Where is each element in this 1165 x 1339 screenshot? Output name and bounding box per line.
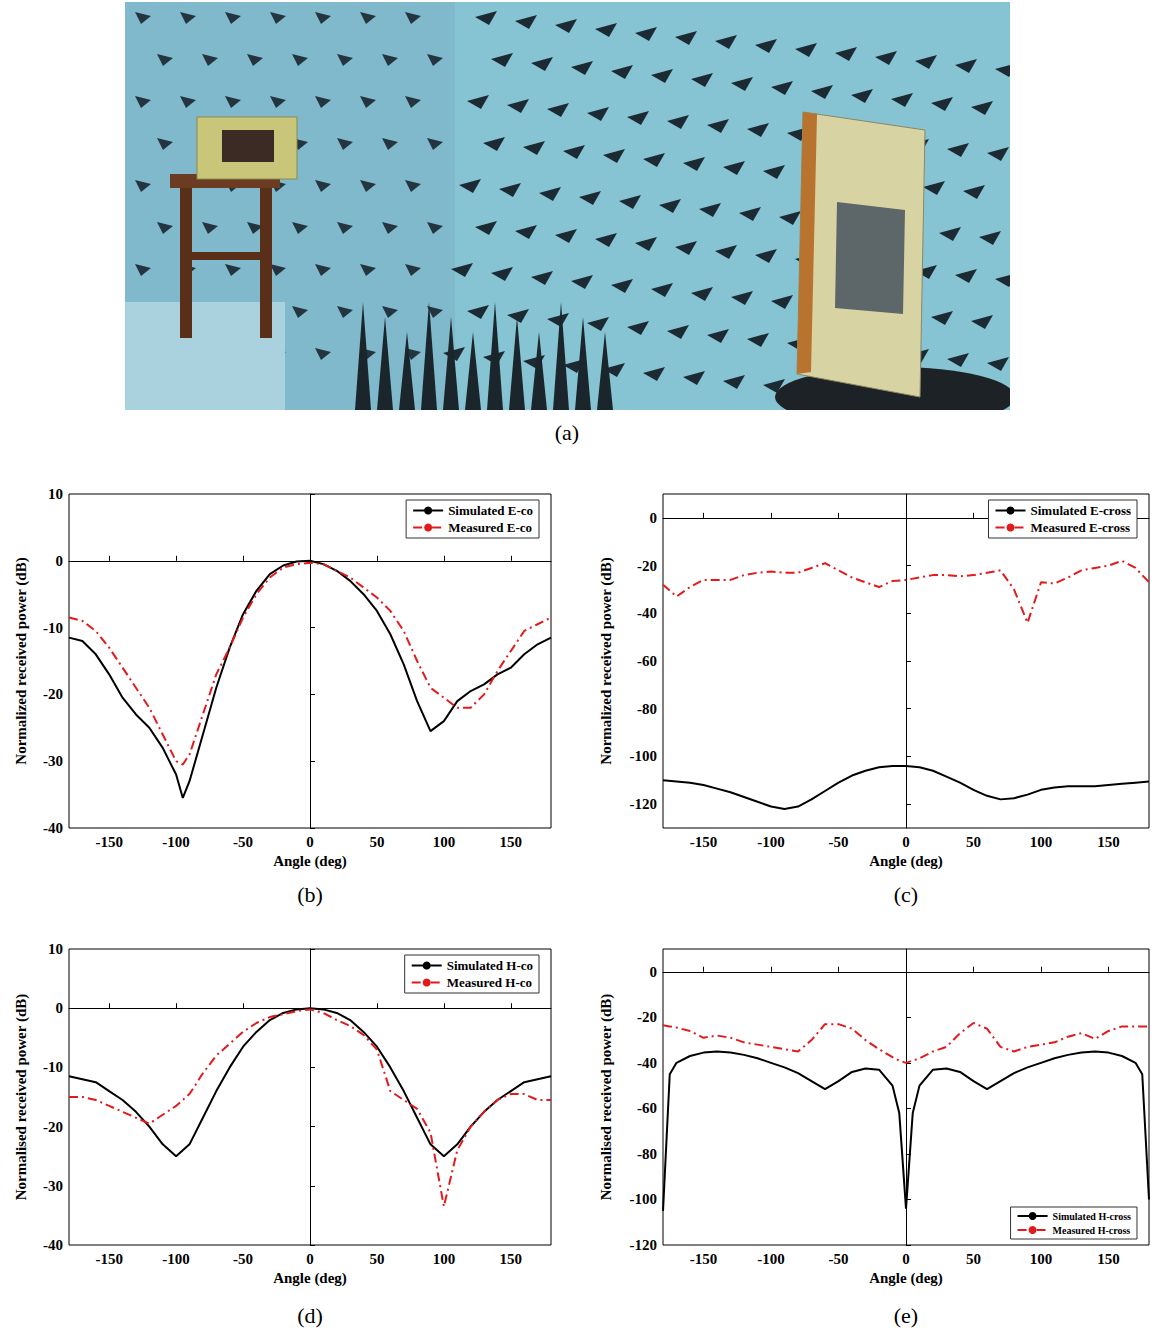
svg-text:50: 50 (966, 1251, 981, 1267)
svg-text:-50: -50 (233, 1251, 253, 1267)
svg-text:Simulated E-co: Simulated E-co (448, 503, 533, 518)
svg-text:Normalized received power (dB): Normalized received power (dB) (13, 557, 30, 764)
svg-text:10: 10 (48, 486, 63, 502)
svg-text:-20: -20 (637, 1009, 657, 1025)
svg-text:150: 150 (1097, 834, 1120, 850)
svg-text:-100: -100 (162, 1251, 190, 1267)
svg-text:-80: -80 (637, 701, 657, 717)
svg-text:-10: -10 (43, 620, 63, 636)
svg-text:50: 50 (369, 834, 384, 850)
svg-text:-50: -50 (233, 834, 253, 850)
svg-text:10: 10 (48, 941, 63, 957)
svg-text:-80: -80 (637, 1146, 657, 1162)
svg-text:-40: -40 (43, 820, 63, 836)
svg-text:-20: -20 (43, 1119, 63, 1135)
svg-text:0: 0 (56, 553, 64, 569)
svg-text:-20: -20 (43, 686, 63, 702)
svg-text:Simulated E-cross: Simulated E-cross (1030, 503, 1131, 518)
svg-text:-40: -40 (637, 1055, 657, 1071)
svg-text:Angle (deg): Angle (deg) (869, 853, 943, 870)
svg-text:0: 0 (902, 1251, 910, 1267)
svg-text:-50: -50 (829, 834, 849, 850)
svg-text:Simulated H-co: Simulated H-co (447, 958, 533, 973)
svg-text:150: 150 (500, 1251, 523, 1267)
svg-text:Measured E-co: Measured E-co (448, 520, 532, 535)
svg-text:-100: -100 (162, 834, 190, 850)
svg-text:100: 100 (1030, 1251, 1053, 1267)
svg-text:-30: -30 (43, 753, 63, 769)
svg-text:100: 100 (1030, 834, 1053, 850)
svg-text:Normalized received power (dB): Normalized received power (dB) (598, 557, 615, 764)
svg-text:-40: -40 (43, 1237, 63, 1253)
svg-text:150: 150 (500, 834, 523, 850)
svg-text:100: 100 (433, 1251, 456, 1267)
svg-text:Angle (deg): Angle (deg) (273, 853, 347, 870)
svg-text:100: 100 (433, 834, 456, 850)
html-text:(b): (b) (297, 882, 323, 907)
html-text:(e): (e) (893, 1303, 919, 1328)
svg-text:0: 0 (56, 1000, 64, 1016)
svg-text:-30: -30 (43, 1178, 63, 1194)
svg-text:-40: -40 (637, 605, 657, 621)
svg-text:-100: -100 (757, 1251, 785, 1267)
svg-text:-100: -100 (757, 834, 785, 850)
svg-text:-60: -60 (637, 1100, 657, 1116)
svg-text:-150: -150 (690, 834, 718, 850)
svg-text:0: 0 (650, 510, 658, 526)
svg-text:-60: -60 (637, 653, 657, 669)
html-text:(c): (c) (893, 882, 919, 907)
svg-text:Measured E-cross: Measured E-cross (1030, 520, 1130, 535)
svg-text:Angle (deg): Angle (deg) (869, 1270, 943, 1287)
svg-text:-100: -100 (630, 748, 658, 764)
svg-text:Measured H-cross: Measured H-cross (1053, 1225, 1131, 1236)
svg-text:Angle (deg): Angle (deg) (273, 1270, 347, 1287)
svg-text:-10: -10 (43, 1059, 63, 1075)
svg-text:0: 0 (650, 964, 658, 980)
svg-text:0: 0 (306, 834, 314, 850)
svg-text:Measured H-co: Measured H-co (447, 975, 532, 990)
html-text:(a): (a) (554, 420, 580, 445)
svg-text:-20: -20 (637, 558, 657, 574)
svg-text:-50: -50 (829, 1251, 849, 1267)
svg-text:0: 0 (306, 1251, 314, 1267)
svg-text:-100: -100 (630, 1191, 658, 1207)
html-text:(d): (d) (297, 1303, 323, 1328)
svg-text:-150: -150 (95, 834, 123, 850)
svg-text:Simulated H-cross: Simulated H-cross (1053, 1211, 1132, 1222)
svg-text:Normalised received power (dB): Normalised received power (dB) (13, 994, 30, 1201)
svg-text:0: 0 (902, 834, 910, 850)
svg-text:50: 50 (966, 834, 981, 850)
svg-text:150: 150 (1097, 1251, 1120, 1267)
svg-text:-120: -120 (630, 796, 658, 812)
svg-text:-120: -120 (630, 1237, 658, 1253)
svg-text:-150: -150 (690, 1251, 718, 1267)
svg-text:Normalised received power (dB): Normalised received power (dB) (598, 994, 615, 1201)
svg-text:50: 50 (369, 1251, 384, 1267)
svg-text:-150: -150 (95, 1251, 123, 1267)
